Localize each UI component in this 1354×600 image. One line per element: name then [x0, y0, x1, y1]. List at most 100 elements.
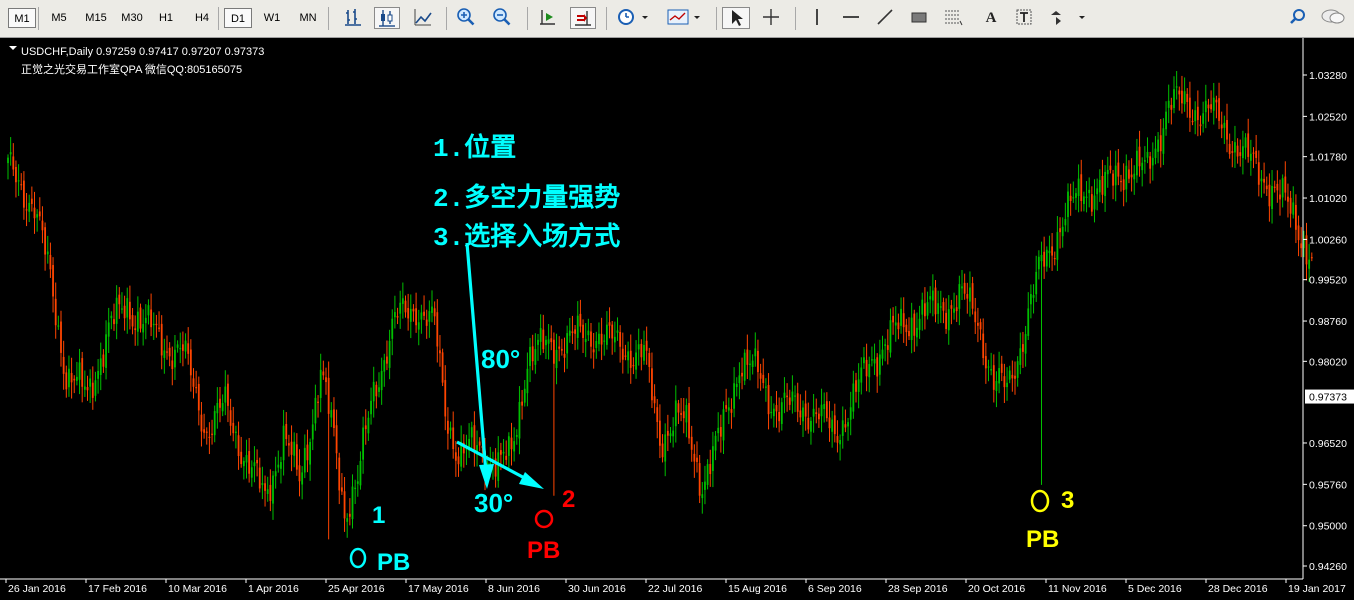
- arrows-menu-icon[interactable]: [1046, 7, 1088, 29]
- bear-candle: [1191, 120, 1194, 123]
- bull-candle: [953, 308, 955, 313]
- bear-candle: [741, 372, 743, 377]
- bear-candle: [452, 427, 455, 450]
- bear-candle: [680, 413, 682, 415]
- bull-candle: [280, 462, 282, 469]
- bear-candle: [971, 283, 974, 309]
- autoscroll-icon[interactable]: [537, 7, 559, 29]
- timeframe-m1-button[interactable]: M1: [8, 8, 36, 28]
- bull-candle: [314, 397, 317, 424]
- timeframe-m5-button[interactable]: M5: [51, 12, 67, 24]
- bull-candle: [868, 363, 871, 378]
- bear-candle: [123, 305, 126, 319]
- bear-candle: [945, 312, 947, 329]
- periodicity-clock-icon[interactable]: [615, 7, 651, 29]
- bull-candle: [115, 297, 118, 324]
- bull-candle: [1104, 171, 1106, 197]
- bear-candle: [1289, 197, 1292, 214]
- chat-icon[interactable]: [1320, 7, 1346, 29]
- bear-candle: [1220, 124, 1223, 129]
- timeframe-mn-button[interactable]: MN: [299, 12, 317, 24]
- bull-candle: [587, 330, 590, 336]
- bull-candle: [245, 455, 248, 463]
- trendline-icon[interactable]: [874, 7, 896, 29]
- bull-candle: [277, 464, 280, 468]
- toolbar-separator: [446, 7, 447, 30]
- timeframe-m15-button[interactable]: M15: [85, 12, 107, 24]
- bar-chart-icon[interactable]: [342, 7, 364, 29]
- timeframe-m30-button[interactable]: M30: [121, 12, 143, 24]
- bull-candle: [616, 330, 619, 333]
- time-tick-label: 6 Sep 2016: [808, 583, 862, 595]
- timeframe-h4-button[interactable]: H4: [194, 12, 210, 24]
- bull-candle: [1024, 334, 1027, 354]
- horizontal-line-icon[interactable]: [840, 7, 862, 29]
- bull-candle: [242, 461, 245, 467]
- bull-candle: [68, 368, 70, 388]
- bear-candle: [62, 356, 65, 374]
- price-tick-label: 0.96520: [1309, 438, 1347, 450]
- timeframe-d1-button[interactable]: D1: [224, 8, 252, 28]
- bull-candle: [121, 308, 123, 310]
- bear-candle: [168, 347, 171, 357]
- bull-candle: [1204, 100, 1207, 113]
- bear-candle: [560, 348, 563, 351]
- bear-candle: [1130, 174, 1133, 178]
- bull-candle: [282, 425, 285, 461]
- collapse-triangle-icon[interactable]: [9, 46, 17, 50]
- bear-candle: [828, 417, 831, 429]
- bear-candle: [364, 425, 367, 430]
- zoom-in-icon[interactable]: [455, 7, 477, 29]
- price-chart[interactable]: 1.03280 1.02520 1.01780 1.01020 1.00260 0.995…: [0, 38, 1354, 600]
- chart-shift-icon[interactable]: [570, 7, 596, 29]
- line-chart-icon[interactable]: [412, 7, 434, 29]
- templates-icon[interactable]: [665, 7, 703, 29]
- bull-candle: [539, 328, 542, 342]
- bear-candle: [574, 329, 576, 334]
- bear-candle: [412, 308, 415, 312]
- bear-candle: [757, 350, 759, 373]
- bear-candle: [290, 441, 293, 455]
- cursor-arrow-icon[interactable]: [722, 7, 750, 29]
- bull-candle: [391, 318, 394, 339]
- bull-candle: [1260, 178, 1263, 182]
- bear-candle: [778, 411, 781, 422]
- bull-candle: [635, 352, 637, 370]
- timeframe-h1-button[interactable]: H1: [158, 12, 174, 24]
- vertical-line-icon[interactable]: [806, 7, 828, 29]
- bear-candle: [902, 313, 905, 328]
- bear-candle: [592, 349, 595, 353]
- zoom-out-icon[interactable]: [491, 7, 513, 29]
- search-icon[interactable]: [1287, 7, 1309, 29]
- marker-1-label: PB: [377, 549, 410, 576]
- time-axis: 26 Jan 2016 17 Feb 2016 10 Mar 2016 1 Apr 2…: [5, 579, 1346, 595]
- bear-candle: [341, 487, 343, 492]
- crosshair-icon[interactable]: [760, 7, 782, 29]
- rectangle-icon[interactable]: [908, 7, 930, 29]
- bull-candle: [370, 400, 372, 415]
- timeframe-w1-button[interactable]: W1: [263, 12, 281, 24]
- bear-candle: [855, 380, 857, 392]
- bear-candle: [473, 425, 476, 451]
- bear-candle: [306, 444, 309, 461]
- bear-candle: [730, 409, 733, 413]
- bear-candle: [118, 294, 121, 305]
- text-label-icon[interactable]: [1013, 7, 1035, 29]
- bear-candle: [227, 383, 229, 406]
- bull-candle: [399, 302, 402, 314]
- bear-candle: [510, 437, 513, 450]
- bull-candle: [1271, 186, 1273, 210]
- bull-candle: [468, 438, 470, 451]
- candlestick-chart-icon[interactable]: [374, 7, 400, 29]
- bull-candle: [1202, 113, 1205, 124]
- text-tool-icon[interactable]: A: [985, 10, 997, 26]
- fibonacci-icon[interactable]: [942, 7, 966, 29]
- bear-candle: [457, 456, 460, 465]
- bull-candle: [1173, 89, 1175, 109]
- bull-candle: [1234, 142, 1236, 153]
- bear-candle: [1122, 179, 1125, 191]
- time-tick-label: 11 Nov 2016: [1048, 583, 1107, 595]
- bull-candle: [1212, 97, 1215, 111]
- bull-candle: [751, 360, 754, 367]
- bull-candle: [881, 349, 884, 359]
